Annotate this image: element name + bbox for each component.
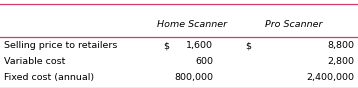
Text: 600: 600 [195, 57, 213, 66]
Text: 1,600: 1,600 [186, 41, 213, 50]
Text: 2,400,000: 2,400,000 [306, 73, 354, 82]
Text: 8,800: 8,800 [328, 41, 354, 50]
Text: 2,800: 2,800 [328, 57, 354, 66]
Text: Selling price to retailers: Selling price to retailers [4, 41, 117, 50]
Text: Home Scanner: Home Scanner [156, 20, 227, 29]
Text: $: $ [163, 41, 169, 50]
Text: $: $ [245, 41, 251, 50]
Text: Fixed cost (annual): Fixed cost (annual) [4, 73, 94, 82]
Text: Variable cost: Variable cost [4, 57, 65, 66]
Text: Pro Scanner: Pro Scanner [265, 20, 322, 29]
Text: 800,000: 800,000 [174, 73, 213, 82]
